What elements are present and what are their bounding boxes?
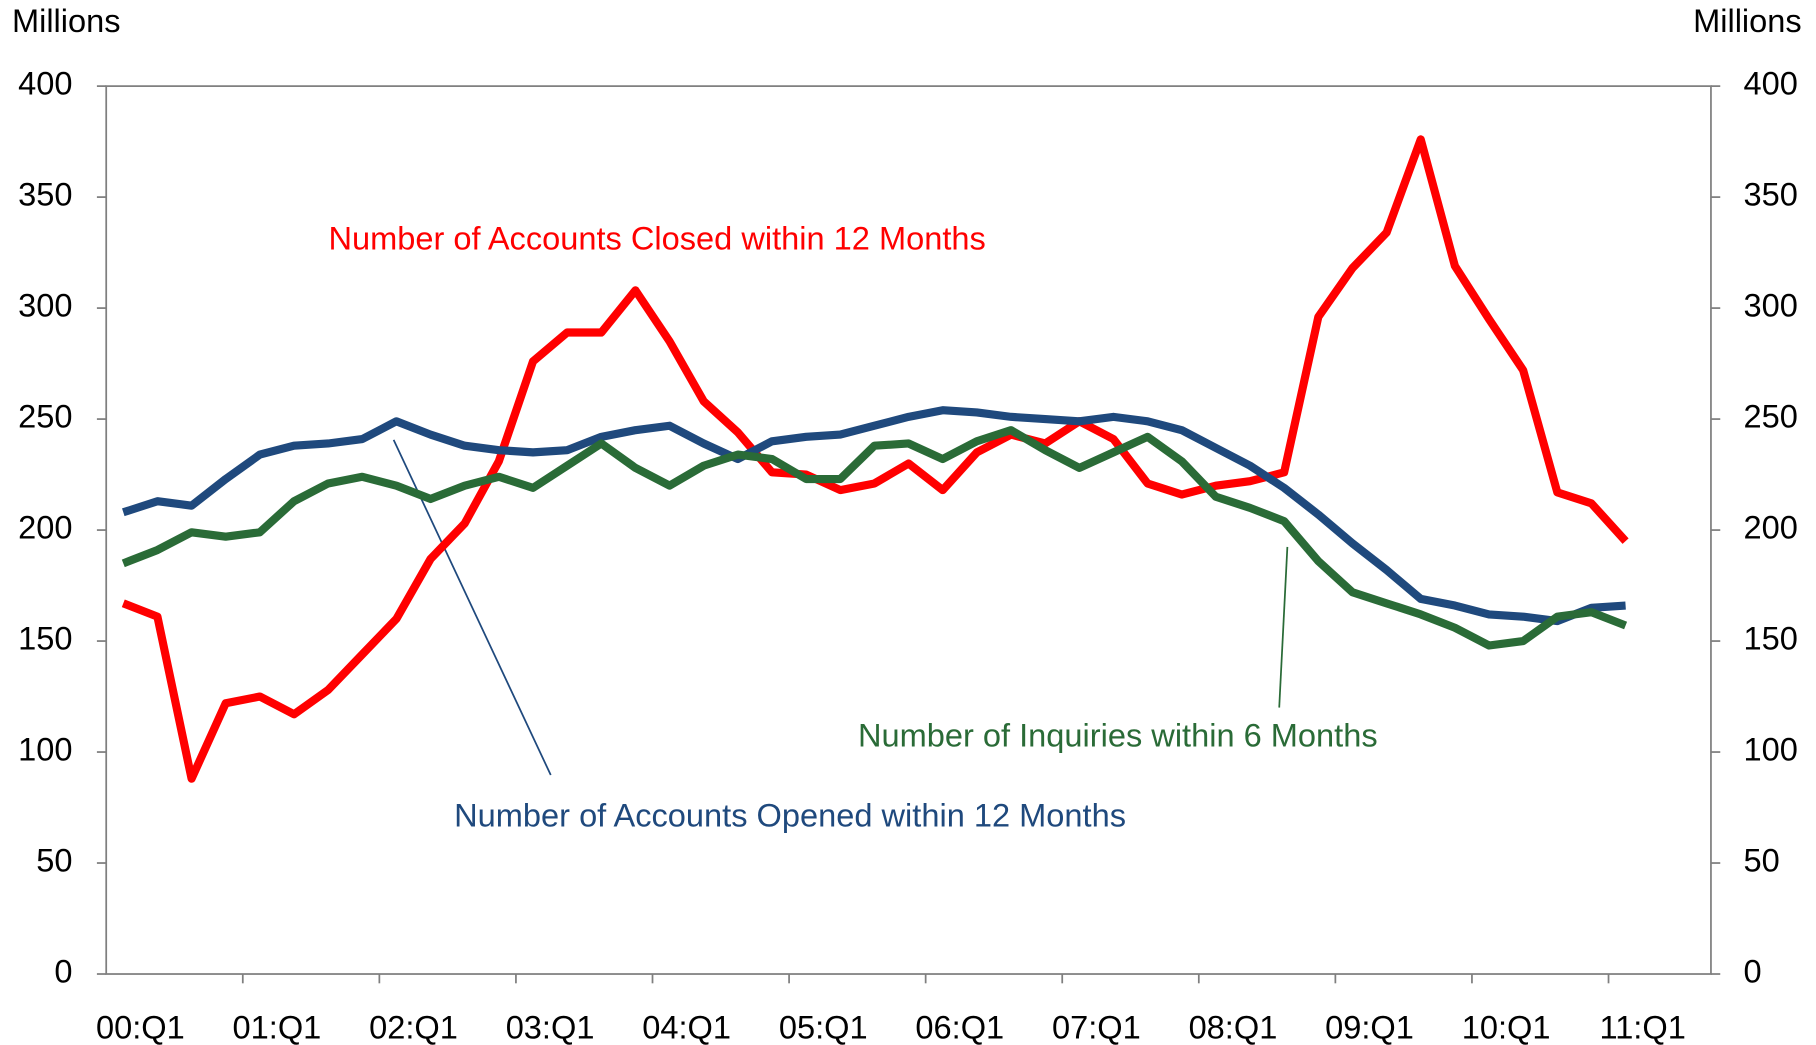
series-label: Number of Accounts Opened within 12 Mont… [454,798,1126,834]
y2-tick-label: 150 [1744,621,1798,657]
leader-line [1278,546,1289,708]
y-tick-label: 300 [18,288,72,324]
x-tick-label: 02:Q1 [369,1009,458,1045]
x-tick-label: 01:Q1 [233,1009,322,1045]
series-label: Number of Accounts Closed within 12 Mont… [328,220,985,256]
x-tick-label: 03:Q1 [506,1009,595,1045]
series-line [121,135,1629,783]
x-tick-label: 05:Q1 [779,1009,868,1045]
y-axis-label: Millions [12,3,121,39]
y-tick-label: 0 [54,954,72,990]
x-tick-label: 09:Q1 [1325,1009,1414,1045]
y-tick-label: 200 [18,510,72,546]
y-tick-label: 350 [18,177,72,213]
y2-tick-label: 300 [1744,288,1798,324]
x-tick-label: 00:Q1 [96,1009,185,1045]
y2-tick-label: 250 [1744,399,1798,435]
y-tick-label: 400 [18,66,72,102]
y-tick-label: 250 [18,399,72,435]
y2-tick-label: 100 [1744,732,1798,768]
x-tick-label: 06:Q1 [915,1009,1004,1045]
plot-frame [105,85,1712,975]
y-tick-label: 100 [18,732,72,768]
y2-tick-label: 50 [1744,843,1780,879]
y2-tick-label: 350 [1744,177,1798,213]
series-line [122,406,1626,626]
y-tick-label: 150 [18,621,72,657]
series-layer [121,135,1629,783]
x-tick-label: 04:Q1 [642,1009,731,1045]
x-tick-label: 11:Q1 [1599,1009,1685,1045]
y2-axis-label: Millions [1693,3,1802,39]
x-tick-label: 07:Q1 [1052,1009,1141,1045]
series-line [121,426,1628,650]
x-tick-label: 08:Q1 [1189,1009,1278,1045]
y2-tick-label: 400 [1744,66,1798,102]
y2-tick-label: 200 [1744,510,1798,546]
series-label: Number of Inquiries within 6 Months [858,717,1378,753]
y-tick-label: 50 [36,843,72,879]
x-tick-label: 10:Q1 [1462,1009,1551,1045]
y2-tick-label: 0 [1744,954,1762,990]
